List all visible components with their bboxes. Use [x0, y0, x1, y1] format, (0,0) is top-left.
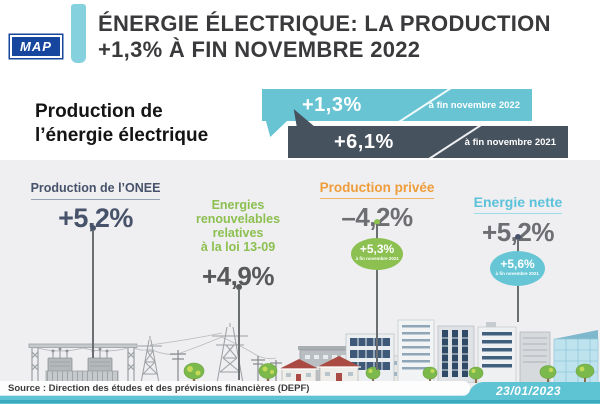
stat-energie-nette: Energie nette +5,2% — [448, 194, 588, 248]
bubble-privee-2021-value: +5,3% — [359, 242, 395, 256]
banner-2022-value: +1,3% — [302, 93, 362, 116]
footer-band — [0, 393, 600, 404]
substation-icon — [28, 343, 138, 383]
stat-energies-renouvelables-title: Energies renouvelables relatives à la lo… — [195, 198, 281, 254]
banner-2021: +6,1% à fin novembre 2021 — [288, 126, 568, 158]
banner-2021-period: à fin novembre 2021 — [464, 136, 556, 148]
stat-production-onee-title: Production de l’ONEE — [30, 181, 161, 200]
footer-bottom-line — [0, 400, 600, 403]
utility-pole-icon — [170, 350, 282, 383]
map-logo: MAP — [10, 35, 62, 58]
pointer-line-privee — [376, 224, 378, 370]
cityscape-illustration — [28, 319, 599, 383]
logo-accent-bar — [71, 4, 86, 63]
tree-icon — [183, 362, 595, 383]
page-title-line1: ÉNERGIE ÉLECTRIQUE: LA PRODUCTION — [98, 11, 551, 36]
stat-production-privee-title: Production privée — [319, 180, 435, 199]
bubble-privee-2021-period: à fin novembre 2021 — [355, 256, 399, 261]
house-icon — [279, 359, 319, 383]
banner-2021-value: +6,1% — [334, 130, 394, 153]
footer-source-strip: Source : Direction des études et des pré… — [0, 381, 470, 396]
bubble-nette-2021-value: +5,6% — [500, 256, 535, 271]
pointer-dot-privee — [374, 219, 380, 225]
stats-board: Production de l’ONEE +5,2% Energies reno… — [0, 160, 600, 404]
banner-2022-period: à fin novembre 2022 — [428, 99, 520, 111]
banner-2022-tail — [265, 120, 288, 137]
map-logo-text: MAP — [20, 39, 52, 54]
source-text: Source : Direction des études et des pré… — [8, 382, 310, 394]
page-title: ÉNERGIE ÉLECTRIQUE: LA PRODUCTION +1,3% … — [98, 11, 593, 63]
pointer-dot-nette — [515, 234, 521, 240]
bubble-nette-2021-period: à fin novembre 2021 — [495, 270, 540, 276]
page-title-line2: +1,3% À FIN NOVEMBRE 2022 — [98, 37, 421, 62]
section-label-line1: Production de — [35, 101, 163, 122]
publication-date: 23/01/2023 — [496, 384, 562, 398]
office-towers-icon — [345, 319, 599, 383]
section-label-line2: l’énergie électrique — [35, 125, 209, 146]
pointer-dot-renouvelables — [236, 284, 242, 290]
stat-energies-renouvelables: Energies renouvelables relatives à la lo… — [172, 198, 304, 292]
pointer-dot-onee — [90, 225, 96, 231]
bubble-nette-2021: +5,6% à fin novembre 2021 — [490, 251, 545, 286]
banner-2022: +1,3% à fin novembre 2022 — [262, 89, 532, 121]
pointer-line-renouvelables — [238, 289, 240, 380]
pointer-line-onee — [92, 230, 94, 358]
house-icon — [317, 356, 361, 383]
pylon-icon — [212, 323, 248, 383]
section-label: Production de l’énergie électrique — [35, 100, 208, 148]
pylon-icon — [138, 336, 162, 383]
stat-energie-nette-title: Energie nette — [473, 194, 563, 214]
bubble-privee-2021: +5,3% à fin novembre 2021 — [351, 238, 403, 270]
footer-date-band — [468, 382, 600, 404]
